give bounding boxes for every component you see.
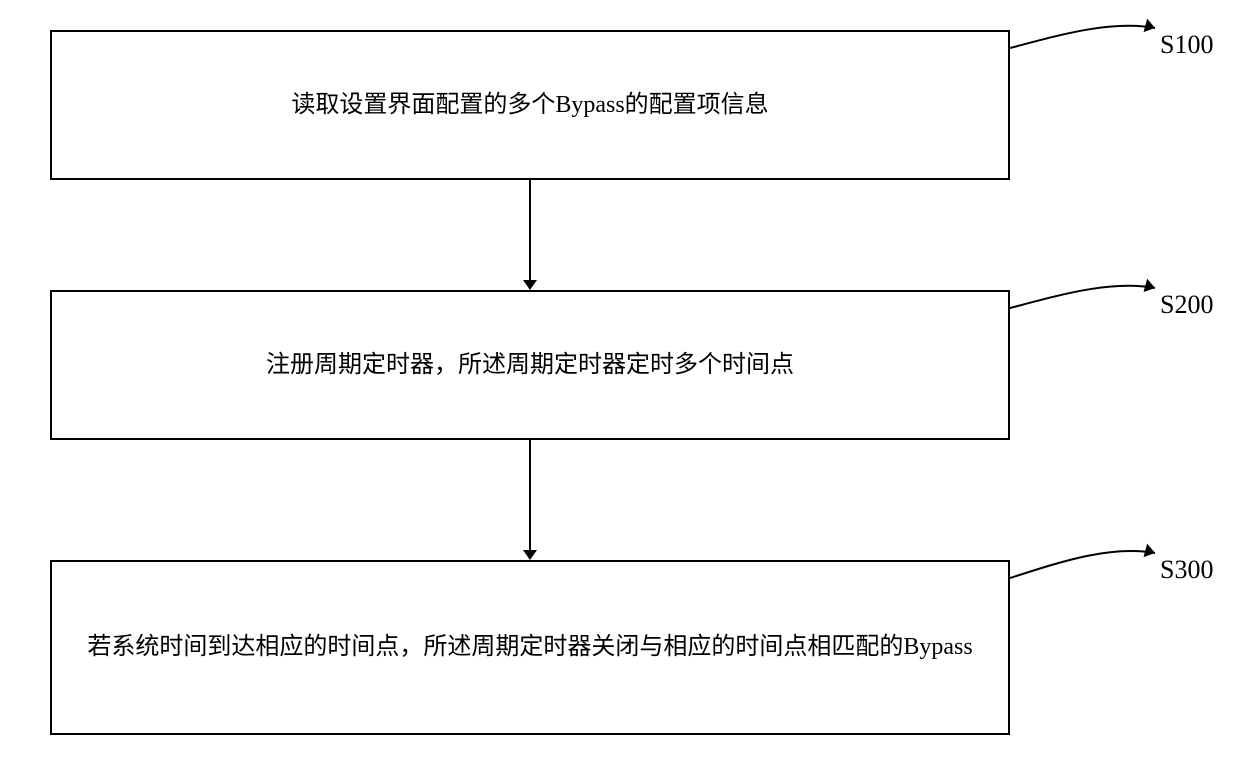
label-connector-1 (1010, 286, 1155, 308)
label-connector-2 (1010, 551, 1155, 578)
flow-node-s100: 读取设置界面配置的多个Bypass的配置项信息 (50, 30, 1010, 180)
label-connector-0 (1010, 26, 1155, 48)
flow-node-s300-text: 若系统时间到达相应的时间点，所述周期定时器关闭与相应的时间点相匹配的Bypass (87, 628, 972, 666)
flow-node-s300: 若系统时间到达相应的时间点，所述周期定时器关闭与相应的时间点相匹配的Bypass (50, 560, 1010, 735)
flow-node-s200-text: 注册周期定时器，所述周期定时器定时多个时间点 (266, 346, 794, 384)
flow-node-s200: 注册周期定时器，所述周期定时器定时多个时间点 (50, 290, 1010, 440)
flowchart-canvas: 读取设置界面配置的多个Bypass的配置项信息 S100 注册周期定时器，所述周期定… (0, 0, 1240, 765)
flow-node-s100-text: 读取设置界面配置的多个Bypass的配置项信息 (291, 86, 768, 124)
step-label-s300: S300 (1160, 555, 1213, 585)
step-label-s100: S100 (1160, 30, 1213, 60)
step-label-s200: S200 (1160, 290, 1213, 320)
